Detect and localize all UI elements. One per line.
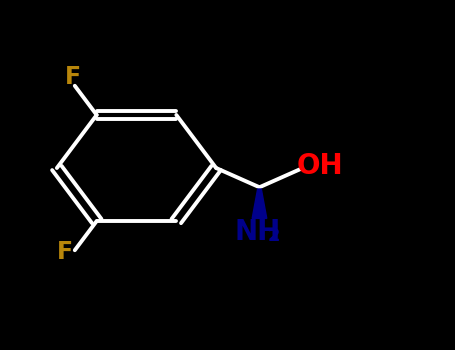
Text: OH: OH: [297, 152, 343, 180]
Polygon shape: [252, 189, 267, 218]
Text: F: F: [57, 240, 73, 264]
Text: F: F: [65, 65, 81, 89]
Text: 2: 2: [268, 227, 280, 245]
Text: NH: NH: [235, 218, 281, 246]
